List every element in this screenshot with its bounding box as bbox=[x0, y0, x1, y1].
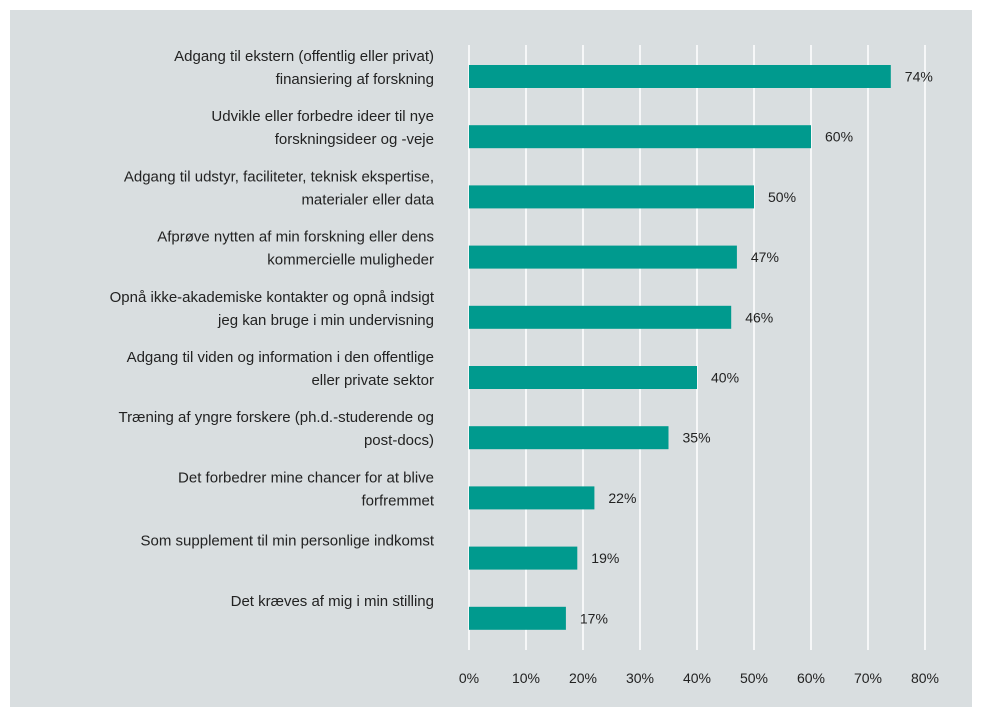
data-label: 35% bbox=[683, 430, 711, 446]
data-label: 46% bbox=[745, 309, 773, 325]
category-label-line: Det forbedrer mine chancer for at blive bbox=[178, 469, 434, 486]
bar bbox=[469, 65, 891, 88]
category-label: Opnå ikke-akademiske kontakter og opnå i… bbox=[110, 289, 435, 329]
bar bbox=[469, 366, 697, 389]
value-labels: 74% 60% 50% 47% 46% 40% 35% 22% 19% 17% bbox=[580, 69, 933, 627]
x-tick-label: 80% bbox=[911, 670, 939, 686]
bar bbox=[469, 606, 566, 630]
category-label-line: forfremmet bbox=[361, 492, 434, 509]
x-tick-label: 50% bbox=[740, 670, 768, 686]
bar bbox=[469, 125, 811, 149]
x-tick-label: 70% bbox=[854, 670, 882, 686]
bar-chart: Adgang til ekstern (offentlig eller priv… bbox=[110, 45, 939, 686]
data-label: 47% bbox=[751, 249, 779, 265]
bar bbox=[469, 245, 737, 269]
bar bbox=[469, 486, 595, 510]
data-label: 60% bbox=[825, 129, 853, 145]
x-tick-label: 60% bbox=[797, 670, 825, 686]
x-tick-label: 10% bbox=[512, 670, 540, 686]
category-label-line: Afprøve nytten af min forskning eller de… bbox=[157, 229, 434, 246]
category-label: Adgang til ekstern (offentlig eller priv… bbox=[174, 48, 434, 88]
category-labels: Adgang til ekstern (offentlig eller priv… bbox=[110, 48, 435, 610]
x-tick-label: 20% bbox=[569, 670, 597, 686]
x-axis-ticks: 0% 10% 20% 30% 40% 50% 60% 70% 80% bbox=[459, 670, 939, 686]
x-tick-label: 40% bbox=[683, 670, 711, 686]
data-label: 17% bbox=[580, 610, 608, 626]
data-label: 40% bbox=[711, 370, 739, 386]
category-label-line: Det kræves af mig i min stilling bbox=[231, 593, 434, 610]
category-label: Det forbedrer mine chancer for at blive f… bbox=[178, 469, 435, 509]
chart-panel: Adgang til ekstern (offentlig eller priv… bbox=[10, 10, 972, 707]
bars bbox=[469, 65, 891, 630]
category-label-line: Adgang til ekstern (offentlig eller priv… bbox=[174, 48, 434, 65]
data-label: 22% bbox=[608, 490, 636, 506]
category-label-line: Som supplement til min personlige indkom… bbox=[141, 533, 435, 550]
x-tick-label: 0% bbox=[459, 670, 479, 686]
category-label: Adgang til viden og information i den of… bbox=[127, 349, 434, 389]
category-label-line: Træning af yngre forskere (ph.d.-studere… bbox=[119, 409, 434, 426]
x-tick-label: 30% bbox=[626, 670, 654, 686]
category-label: Udvikle eller forbedre ideer til nye fors… bbox=[211, 108, 434, 148]
category-label-line: forskningsideer og -veje bbox=[275, 131, 434, 148]
data-label: 74% bbox=[905, 69, 933, 85]
category-label-line: Adgang til viden og information i den of… bbox=[127, 349, 434, 366]
category-label-line: finansiering af forskning bbox=[276, 71, 434, 88]
bar bbox=[469, 185, 754, 209]
category-label-line: Adgang til udstyr, faciliteter, teknisk … bbox=[124, 168, 434, 185]
category-label-line: post-docs) bbox=[364, 432, 434, 449]
category-label: Som supplement til min personlige indkom… bbox=[141, 533, 435, 550]
data-label: 19% bbox=[591, 550, 619, 566]
category-label: Adgang til udstyr, faciliteter, teknisk … bbox=[124, 168, 435, 208]
category-label: Det kræves af mig i min stilling bbox=[231, 593, 434, 610]
category-label-line: jeg kan bruge i min undervisning bbox=[217, 312, 434, 329]
bar bbox=[469, 426, 669, 450]
category-label: Træning af yngre forskere (ph.d.-studere… bbox=[119, 409, 434, 449]
category-label-line: Udvikle eller forbedre ideer til nye bbox=[211, 108, 434, 125]
data-label: 50% bbox=[768, 189, 796, 205]
category-label-line: Opnå ikke-akademiske kontakter og opnå i… bbox=[110, 289, 435, 306]
category-label-line: kommercielle muligheder bbox=[267, 252, 434, 269]
bar bbox=[469, 305, 732, 329]
category-label: Afprøve nytten af min forskning eller de… bbox=[157, 229, 434, 269]
category-label-line: eller private sektor bbox=[311, 372, 434, 389]
bar bbox=[469, 546, 578, 570]
category-label-line: materialer eller data bbox=[301, 191, 434, 208]
